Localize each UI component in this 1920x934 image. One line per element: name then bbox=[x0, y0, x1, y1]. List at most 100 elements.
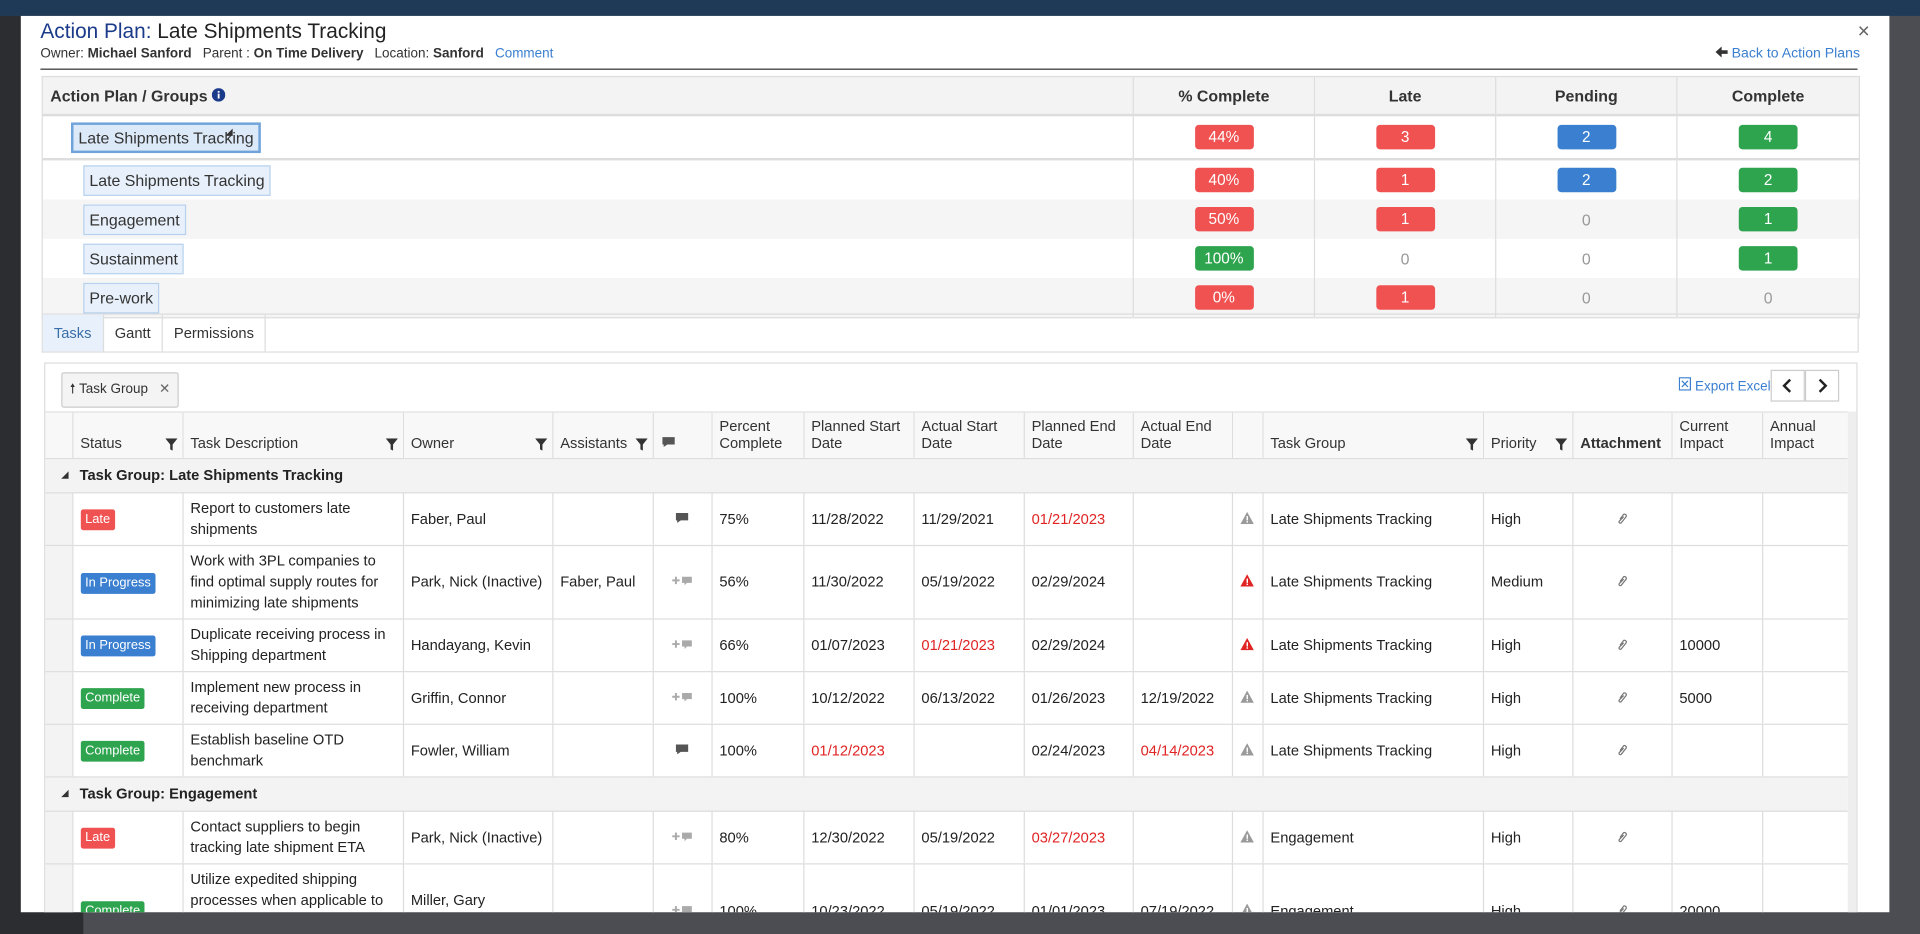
comment-cell bbox=[652, 492, 712, 547]
task-row: Late Report to customers late shipments Fa… bbox=[45, 492, 1848, 547]
task-row: Late Contact suppliers to begin tracking … bbox=[45, 811, 1848, 865]
owner-label: Owner: bbox=[40, 46, 84, 62]
info-icon[interactable] bbox=[212, 87, 226, 102]
column-header bbox=[45, 411, 73, 460]
alert-icon bbox=[1240, 690, 1254, 703]
count-value: 0 bbox=[1763, 288, 1773, 307]
task-group-cell: Engagement bbox=[1261, 811, 1483, 865]
summary-title: Action Plan / Groups bbox=[50, 86, 208, 105]
current-impact-cell: 10000 bbox=[1670, 618, 1763, 673]
percent-cell: 80% bbox=[710, 811, 804, 865]
group-title: Task Group: Late Shipments Tracking bbox=[79, 466, 344, 484]
planned-end-cell: 03/27/2023 bbox=[1023, 811, 1133, 865]
tab[interactable]: Gantt bbox=[104, 314, 163, 352]
comment-icon bbox=[672, 832, 692, 841]
planned-start-cell: 01/07/2023 bbox=[802, 618, 914, 673]
alert-cell bbox=[1231, 618, 1263, 673]
count-cell: 100% bbox=[1132, 238, 1315, 278]
scrollbar bbox=[1847, 411, 1857, 913]
priority-cell: Medium bbox=[1482, 545, 1573, 620]
annual-impact-cell bbox=[1761, 724, 1848, 778]
group-cell: Pre-work bbox=[42, 277, 1134, 318]
attachment-icon bbox=[1618, 904, 1627, 913]
collapse-icon bbox=[225, 127, 233, 136]
actual-end-cell bbox=[1132, 618, 1232, 673]
count-badge: 1 bbox=[1738, 246, 1798, 271]
expander bbox=[45, 724, 73, 778]
column-header: Attachment bbox=[1571, 411, 1672, 460]
status-badge: Complete bbox=[80, 901, 146, 913]
prev-button[interactable] bbox=[1770, 369, 1805, 402]
rule bbox=[40, 68, 1858, 70]
comment-cell bbox=[652, 618, 712, 673]
back-link[interactable]: Back to Action Plans bbox=[1715, 46, 1860, 62]
actual-end-cell: 07/19/2022 bbox=[1132, 863, 1232, 913]
group-name[interactable]: Pre-work bbox=[83, 282, 160, 313]
title-prefix: Action Plan: bbox=[40, 19, 152, 43]
owner-cell: Faber, Paul bbox=[402, 492, 553, 547]
annual-impact-cell bbox=[1761, 811, 1848, 865]
priority-cell: High bbox=[1482, 618, 1573, 673]
export-excel[interactable]: Export Excel bbox=[1679, 377, 1771, 394]
current-impact-cell: 5000 bbox=[1670, 671, 1763, 725]
group-header: Task Group: Engagement bbox=[45, 776, 1848, 812]
column-header bbox=[652, 411, 712, 460]
group-header: Task Group: Late Shipments Tracking bbox=[45, 458, 1848, 494]
attachment-cell bbox=[1571, 724, 1672, 778]
status-badge: In Progress bbox=[80, 572, 156, 594]
count-cell: 3 bbox=[1313, 115, 1496, 161]
count-cell: 0 bbox=[1495, 277, 1677, 318]
app-bar bbox=[0, 0, 1920, 16]
owner: Michael Sanford bbox=[87, 46, 192, 62]
expander bbox=[45, 545, 73, 620]
summary-row: Late Shipments Tracking 44% 3 2 4 bbox=[42, 115, 1860, 161]
planned-start-cell: 11/30/2022 bbox=[802, 545, 914, 620]
count-cell: 0 bbox=[1676, 277, 1860, 318]
header-label: Planned Start Date bbox=[811, 417, 901, 452]
task-row: Complete Utilize expedited shipping proce… bbox=[45, 863, 1848, 913]
group-name[interactable]: Engagement bbox=[83, 203, 186, 235]
group-chip[interactable]: 🠕 Task Group ✕ bbox=[61, 372, 179, 408]
tab[interactable]: Permissions bbox=[163, 314, 267, 352]
current-impact-cell: 20000 bbox=[1670, 863, 1763, 913]
alert-icon bbox=[1240, 637, 1254, 650]
annual-impact-cell bbox=[1761, 618, 1848, 673]
group-name[interactable]: Sustainment bbox=[83, 243, 184, 274]
next-button[interactable] bbox=[1804, 369, 1840, 402]
comment-icon bbox=[675, 512, 689, 523]
task-group-cell: Late Shipments Tracking bbox=[1261, 618, 1483, 673]
status-badge: In Progress bbox=[80, 635, 156, 657]
attachment-icon bbox=[1617, 575, 1627, 587]
owner-cell: Park, Nick (Inactive) bbox=[402, 545, 553, 620]
attachment-cell bbox=[1571, 863, 1672, 913]
export-text[interactable]: Export Excel bbox=[1695, 379, 1771, 395]
percent-cell: 100% bbox=[710, 724, 804, 778]
actual-start-cell: 05/19/2022 bbox=[912, 863, 1024, 913]
close-button[interactable]: × bbox=[1857, 19, 1870, 43]
group-name[interactable]: Late Shipments Tracking bbox=[71, 121, 261, 153]
back-text[interactable]: Back to Action Plans bbox=[1731, 46, 1860, 62]
task-row: In Progress Work with 3PL companies to fi… bbox=[45, 545, 1848, 620]
group-name[interactable]: Late Shipments Tracking bbox=[83, 164, 271, 196]
actual-start-cell bbox=[912, 724, 1024, 778]
assistants-cell bbox=[551, 618, 653, 673]
count-cell: 0 bbox=[1495, 199, 1677, 239]
filter-icon bbox=[1554, 438, 1567, 451]
planned-end-cell: 02/24/2023 bbox=[1023, 724, 1133, 778]
alert-cell bbox=[1231, 863, 1263, 913]
description-cell: Duplicate receiving process in Shipping … bbox=[181, 618, 403, 673]
column-header: Planned Start Date bbox=[802, 411, 914, 460]
column-header: Assistants bbox=[551, 411, 653, 460]
grid-table: Status Task Description Owner Assistants Per… bbox=[45, 411, 1848, 913]
status-cell: Complete bbox=[71, 671, 183, 725]
summary-column: Late bbox=[1313, 76, 1496, 117]
count-value: 0 bbox=[1581, 249, 1591, 268]
comment-icon bbox=[672, 905, 692, 913]
header-label: Actual End Date bbox=[1140, 417, 1212, 452]
planned-end-cell: 01/26/2023 bbox=[1023, 671, 1133, 725]
header-label: Annual Impact bbox=[1770, 417, 1816, 452]
count-cell: 2 bbox=[1676, 159, 1860, 200]
tab[interactable]: Tasks bbox=[42, 314, 104, 352]
comment-link[interactable]: Comment bbox=[494, 46, 554, 62]
meta: Owner: Michael Sanford Parent : On Time … bbox=[40, 47, 553, 62]
